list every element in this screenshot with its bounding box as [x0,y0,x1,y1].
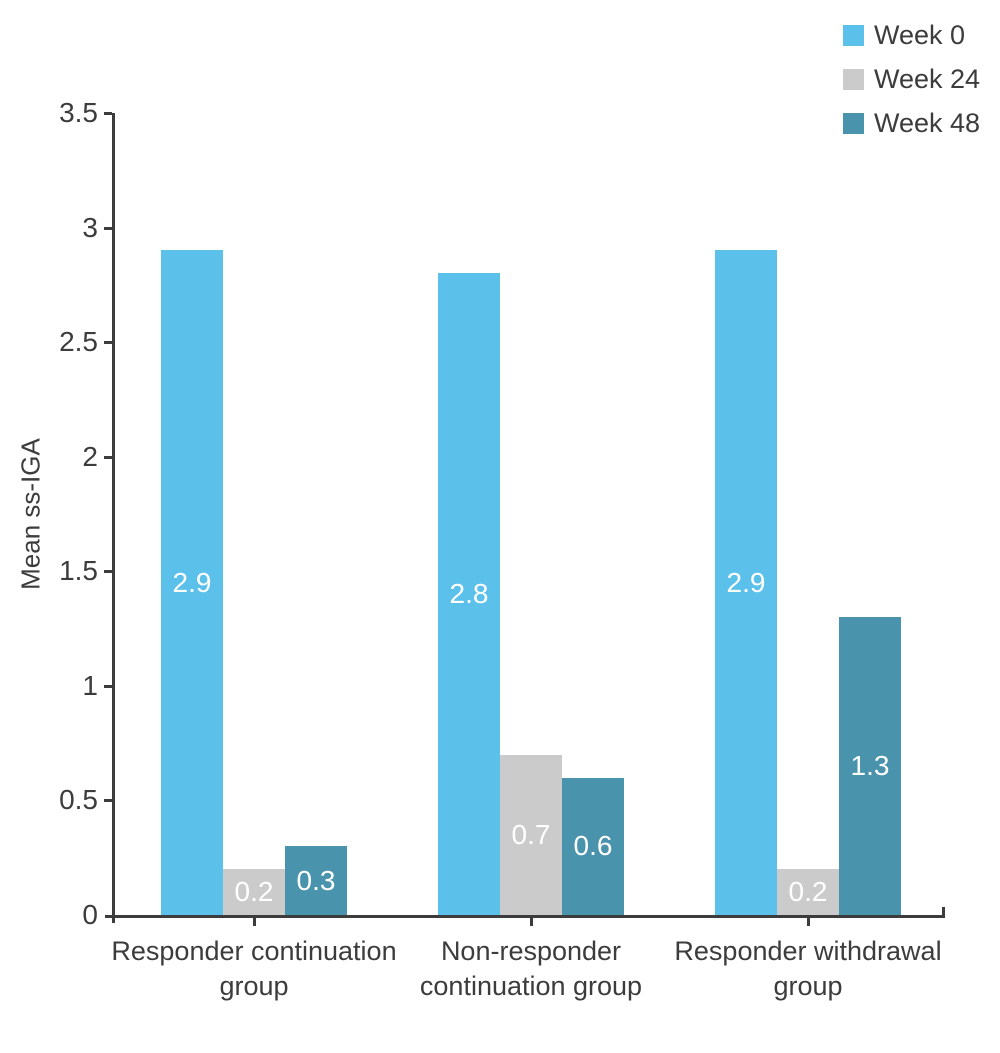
category-label-line: group [773,971,843,1001]
legend-label-week24: Week 24 [874,63,981,94]
y-tick-label: 0 [82,899,98,930]
category-label-line: group [219,971,289,1001]
bar-week24-group1: 0.2 [223,869,285,915]
y-axis-tick [104,112,112,115]
bar-value-label: 0.6 [573,830,613,862]
y-tick-label: 0.5 [59,784,98,816]
bar-week24-group2: 0.7 [500,754,562,915]
y-tick-label: 3.5 [59,97,98,128]
bar-week0-group1: 2.9 [161,250,223,915]
category-label-line: Responder withdrawal [674,936,942,966]
y-axis-title: Mean ss-IGA [15,438,46,590]
legend-item-week48: Week 48 [843,101,980,145]
x-axis-tick [530,918,533,926]
bar-week0-group2: 2.8 [438,273,500,915]
bar-value-label: 0.2 [234,876,274,908]
category-label-group3: Responder withdrawal group [638,934,978,1004]
bar-value-label: 1.3 [850,750,890,782]
category-label-group1: Responder continuation group [84,934,424,1004]
y-tick-label: 3 [82,211,98,243]
y-tick-label: 1 [82,669,98,701]
bar-value-label: 0.2 [788,876,828,908]
x-axis-tick [807,918,810,926]
y-tick-label: 2.5 [59,326,98,358]
bar-week48-group3: 1.3 [839,617,901,915]
bar-value-label: 2.9 [726,566,766,598]
bar-value-label: 0.3 [296,864,336,896]
y-axis-tick [104,341,112,345]
category-label-group2: Non-responder continuation group [361,934,701,1004]
y-axis-line [112,113,115,923]
y-axis-tick [104,684,112,688]
bar-week24-group3: 0.2 [777,869,839,915]
category-label-line: Non-responder [440,936,622,966]
y-axis-tick [104,226,112,230]
bar-value-label: 2.9 [172,566,212,598]
y-axis-tick [104,570,112,574]
bar-value-label: 0.7 [511,818,551,850]
legend: Week 0 Week 24 Week 48 [843,13,980,145]
x-axis-tick [253,918,256,926]
y-tick-label: 2 [82,440,98,472]
y-axis-tick [104,799,112,803]
legend-swatch-week0 [843,24,864,46]
y-axis-tick [104,455,112,459]
legend-label-week48: Week 48 [874,107,981,138]
bar-value-label: 2.8 [449,578,489,610]
legend-item-week0: Week 0 [843,13,980,57]
x-axis-line [105,915,945,918]
legend-swatch-week24 [843,68,864,90]
bar-week48-group2: 0.6 [562,777,624,915]
legend-item-week24: Week 24 [843,57,980,101]
legend-label-week0: Week 0 [874,19,966,50]
legend-swatch-week48 [843,112,864,134]
bar-week0-group3: 2.9 [715,250,777,915]
category-label-line: Responder continuation [111,936,397,966]
category-label-line: continuation group [419,971,643,1001]
x-axis-end-tick [942,907,945,918]
y-tick-label: 1.5 [59,555,98,587]
bar-week48-group1: 0.3 [285,846,347,915]
